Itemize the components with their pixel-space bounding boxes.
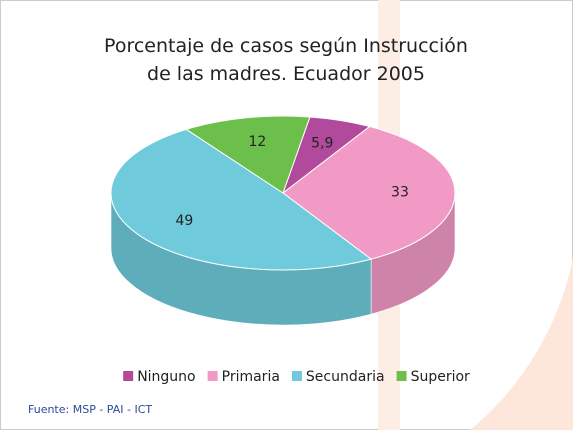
data-label: 5,9 (311, 136, 333, 152)
chart-title: Porcentaje de casos según Instrucción de… (104, 35, 468, 85)
legend-label: Ninguno (137, 369, 195, 385)
legend-swatch (396, 371, 407, 381)
decor (470, 60, 573, 430)
data-label: 33 (391, 185, 409, 201)
data-label: 49 (175, 213, 193, 229)
source: Fuente: MSP - PAI - ICT (28, 403, 152, 416)
data-label: 12 (249, 134, 267, 150)
slice (185, 115, 311, 194)
legend-swatch (291, 371, 302, 381)
legend-label: Primaria (222, 369, 280, 385)
legend-swatch (207, 371, 218, 381)
legend-swatch (123, 371, 134, 381)
legend-label: Secundaria (306, 369, 385, 385)
slice (282, 125, 456, 260)
slice (110, 128, 373, 271)
legend-label: Superior (411, 369, 470, 385)
